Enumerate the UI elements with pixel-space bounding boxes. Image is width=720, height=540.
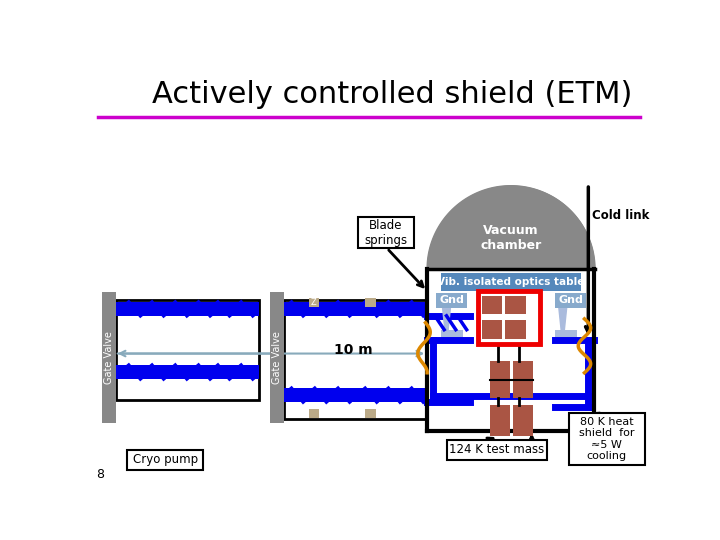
Bar xyxy=(505,296,526,314)
Bar xyxy=(482,320,503,339)
Bar xyxy=(116,300,259,400)
Text: Z: Z xyxy=(311,298,317,307)
Polygon shape xyxy=(427,186,595,269)
Text: 8: 8 xyxy=(96,468,104,481)
Text: Cold link: Cold link xyxy=(593,209,649,222)
Bar xyxy=(436,293,467,308)
Text: 10 m: 10 m xyxy=(334,343,373,357)
Text: Vacuum
chamber: Vacuum chamber xyxy=(480,224,541,252)
Bar xyxy=(555,330,577,340)
Text: Gnd: Gnd xyxy=(439,295,464,306)
Text: Gate Valve: Gate Valve xyxy=(271,331,282,384)
Text: Vib. isolated optics table: Vib. isolated optics table xyxy=(437,277,585,287)
Text: Cryo pump: Cryo pump xyxy=(132,453,198,467)
Bar xyxy=(569,413,645,465)
Bar xyxy=(555,293,586,308)
Bar xyxy=(441,273,580,291)
Bar xyxy=(284,302,427,316)
Bar xyxy=(116,365,259,379)
Bar xyxy=(441,330,463,340)
Bar xyxy=(284,388,427,402)
Bar xyxy=(490,405,510,436)
Text: 124 K test mass: 124 K test mass xyxy=(449,443,544,456)
Polygon shape xyxy=(559,308,567,330)
Bar xyxy=(513,405,534,436)
Bar xyxy=(490,361,510,398)
Polygon shape xyxy=(443,308,451,330)
Bar xyxy=(309,298,320,307)
Bar xyxy=(365,409,376,418)
Bar xyxy=(309,409,320,418)
Bar xyxy=(482,296,503,314)
Bar xyxy=(358,217,414,248)
Bar xyxy=(513,361,534,398)
Text: 80 K heat
shield  for
≈5 W
cooling: 80 K heat shield for ≈5 W cooling xyxy=(579,417,634,461)
Text: Gate Valve: Gate Valve xyxy=(104,331,114,384)
Bar xyxy=(102,292,116,423)
Text: Gnd: Gnd xyxy=(558,295,583,306)
Bar xyxy=(477,291,539,343)
Bar xyxy=(284,300,427,419)
Bar xyxy=(127,450,203,470)
Text: Actively controlled shield (ETM): Actively controlled shield (ETM) xyxy=(152,79,632,109)
Bar xyxy=(270,292,284,423)
Bar xyxy=(116,302,259,316)
Bar xyxy=(505,320,526,339)
Bar xyxy=(365,298,376,307)
Bar xyxy=(446,440,547,460)
Text: Blade
springs: Blade springs xyxy=(364,219,408,247)
